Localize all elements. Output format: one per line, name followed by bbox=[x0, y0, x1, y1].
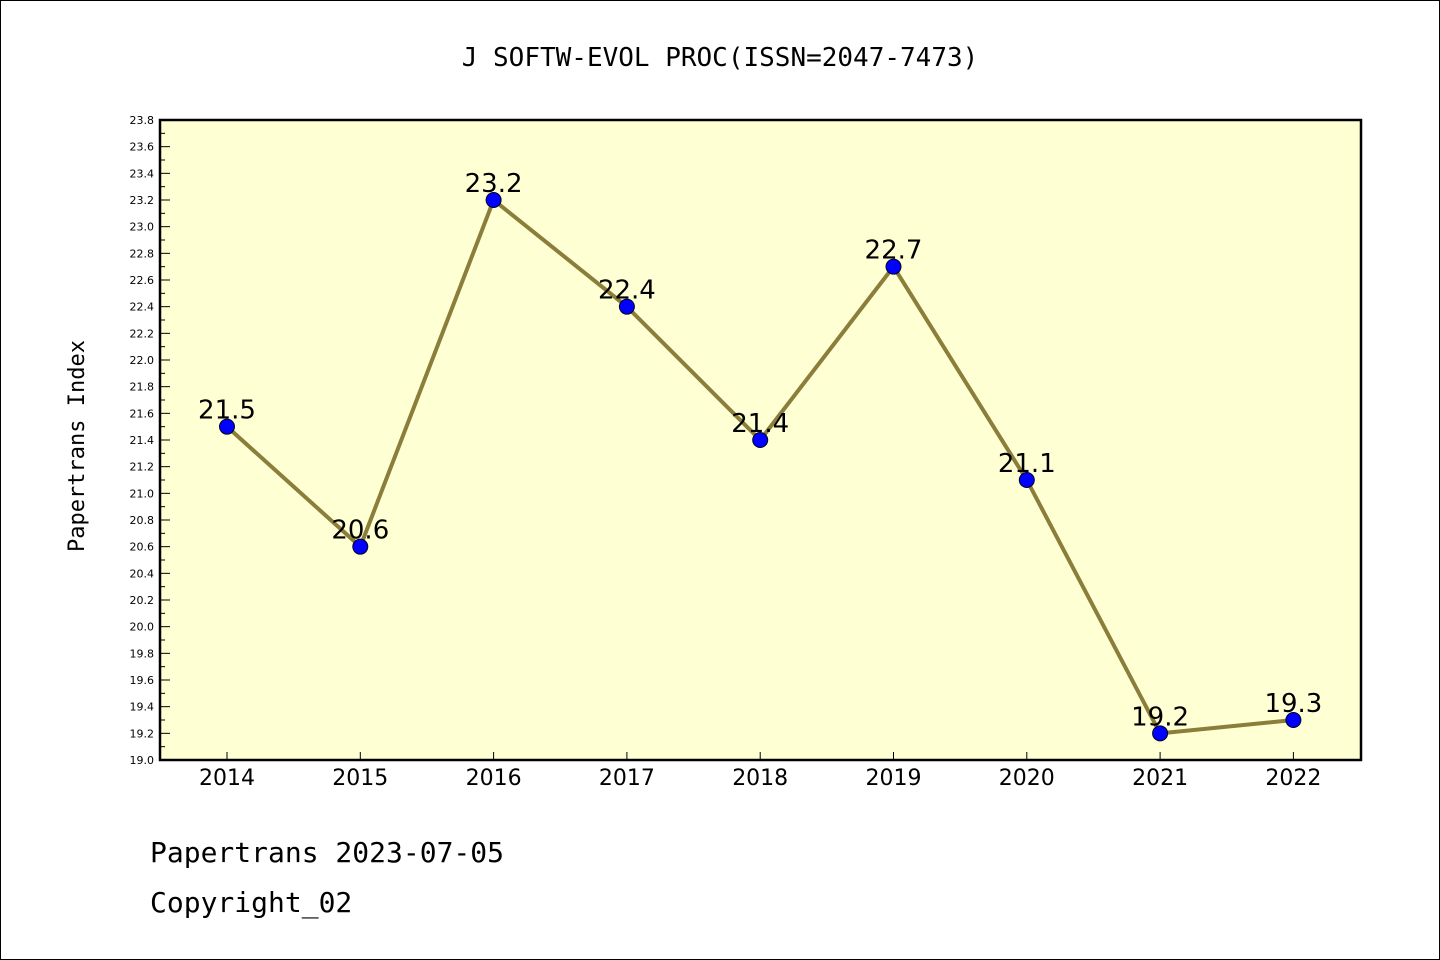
y-tick-label: 20.2 bbox=[130, 594, 155, 607]
data-label: 22.7 bbox=[865, 236, 923, 266]
data-point bbox=[1152, 725, 1169, 742]
x-tick-label: 2017 bbox=[599, 766, 655, 791]
data-point bbox=[485, 192, 502, 208]
data-label: 19.3 bbox=[1264, 689, 1322, 719]
y-tick-label: 22.8 bbox=[130, 247, 155, 260]
x-tick-label: 2016 bbox=[466, 766, 522, 791]
y-tick-label: 23.4 bbox=[130, 167, 155, 180]
y-tick-label: 21.0 bbox=[130, 487, 155, 500]
y-tick-label: 19.6 bbox=[130, 674, 155, 687]
footer-copyright: Copyright_02 bbox=[150, 886, 353, 919]
data-label: 21.4 bbox=[731, 409, 789, 439]
data-point bbox=[752, 432, 769, 448]
data-label: 21.1 bbox=[998, 449, 1056, 479]
data-label: 20.6 bbox=[331, 516, 389, 546]
x-tick-label: 2018 bbox=[732, 766, 788, 791]
x-tick-label: 2019 bbox=[866, 766, 922, 791]
x-axis: 2014 2015 2016 2017 2018 2019 2020 2021 2022 bbox=[199, 752, 1321, 791]
data-label: 19.2 bbox=[1131, 702, 1189, 732]
y-tick-label: 21.6 bbox=[130, 407, 155, 420]
data-point bbox=[219, 418, 235, 435]
data-point bbox=[618, 298, 635, 315]
y-tick-label: 22.6 bbox=[130, 274, 155, 287]
y-tick-label: 22.4 bbox=[130, 301, 155, 314]
y-tick-label: 23.0 bbox=[130, 221, 155, 234]
y-tick-label: 21.4 bbox=[130, 434, 155, 447]
y-tick-label: 21.2 bbox=[130, 461, 155, 474]
y-tick-label: 23.2 bbox=[130, 194, 155, 207]
y-tick-label: 19.2 bbox=[130, 727, 155, 740]
data-points bbox=[219, 192, 1302, 742]
y-tick-label: 23.8 bbox=[130, 114, 155, 127]
chart-title: J SOFTW-EVOL PROC(ISSN=2047-7473) bbox=[462, 43, 979, 73]
footer-date: Papertrans 2023-07-05 bbox=[150, 836, 505, 869]
x-tick-label: 2022 bbox=[1265, 766, 1321, 791]
data-point bbox=[1018, 472, 1035, 488]
x-tick-label: 2021 bbox=[1132, 766, 1188, 791]
plot-border bbox=[158, 118, 1363, 762]
y-tick-label: 19.8 bbox=[130, 647, 155, 660]
data-point bbox=[885, 258, 902, 275]
y-axis: 19.0 19.2 19.4 19.6 19.8 20.0 20.2 20.4 20.6 20.8… bbox=[130, 114, 170, 767]
x-tick-label: 2020 bbox=[999, 766, 1055, 791]
y-tick-label: 20.4 bbox=[130, 567, 155, 580]
y-tick-label: 20.6 bbox=[130, 541, 155, 554]
y-tick-label: 20.8 bbox=[130, 514, 155, 527]
data-label: 21.5 bbox=[198, 396, 256, 426]
y-axis-label: Papertrans Index bbox=[65, 340, 90, 552]
data-point bbox=[1285, 712, 1302, 728]
x-tick-label: 2014 bbox=[199, 766, 255, 791]
y-tick-label: 23.6 bbox=[130, 141, 155, 154]
data-label: 23.2 bbox=[465, 169, 523, 199]
x-tick-label: 2015 bbox=[332, 766, 388, 791]
data-labels: 21.5 20.6 23.2 22.4 21.4 22.7 21.1 19.2 19.3 bbox=[198, 169, 1322, 732]
y-tick-label: 21.8 bbox=[130, 381, 155, 394]
y-tick-label: 22.0 bbox=[130, 354, 155, 367]
y-tick-label: 22.2 bbox=[130, 327, 155, 340]
y-tick-label: 19.4 bbox=[130, 701, 155, 714]
y-tick-label: 20.0 bbox=[130, 621, 155, 634]
data-point bbox=[352, 538, 369, 555]
y-tick-label: 19.0 bbox=[130, 754, 155, 767]
data-label: 22.4 bbox=[598, 276, 656, 306]
